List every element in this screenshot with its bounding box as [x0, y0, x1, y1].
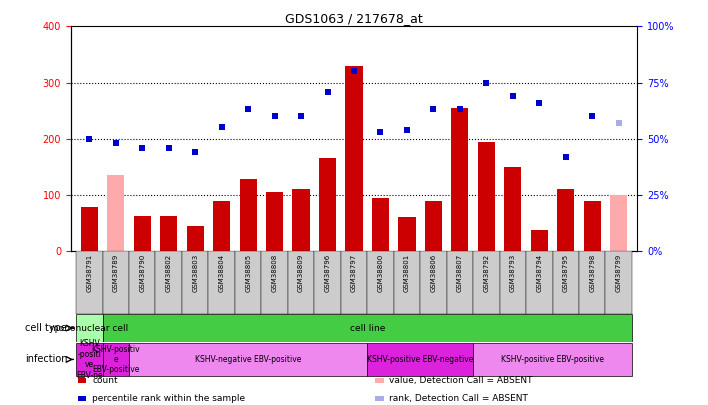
Text: GSM38808: GSM38808 — [272, 254, 278, 292]
Text: GSM38800: GSM38800 — [377, 254, 384, 292]
FancyBboxPatch shape — [394, 251, 420, 314]
Text: GSM38799: GSM38799 — [616, 254, 622, 292]
Text: GSM38807: GSM38807 — [457, 254, 463, 292]
FancyBboxPatch shape — [103, 314, 632, 342]
Text: KSHV-positiv
e
EBV-positive: KSHV-positiv e EBV-positive — [91, 345, 140, 374]
Text: GSM38803: GSM38803 — [192, 254, 198, 292]
FancyBboxPatch shape — [473, 343, 632, 376]
FancyBboxPatch shape — [367, 251, 394, 314]
Bar — [160, 216, 177, 251]
FancyBboxPatch shape — [500, 251, 526, 314]
FancyBboxPatch shape — [76, 251, 103, 314]
Text: GSM38789: GSM38789 — [113, 254, 119, 292]
FancyBboxPatch shape — [103, 251, 129, 314]
FancyBboxPatch shape — [473, 251, 500, 314]
FancyBboxPatch shape — [341, 251, 367, 314]
Bar — [319, 158, 336, 251]
FancyBboxPatch shape — [103, 343, 129, 376]
Bar — [213, 200, 230, 251]
Bar — [372, 198, 389, 251]
Text: value, Detection Call = ABSENT: value, Detection Call = ABSENT — [389, 376, 533, 385]
FancyBboxPatch shape — [235, 251, 261, 314]
FancyBboxPatch shape — [526, 251, 552, 314]
Text: infection: infection — [25, 354, 67, 364]
FancyBboxPatch shape — [314, 251, 341, 314]
Text: GSM38792: GSM38792 — [484, 254, 489, 292]
Bar — [134, 216, 151, 251]
Bar — [81, 207, 98, 251]
Text: GSM38801: GSM38801 — [404, 254, 410, 292]
Text: GSM38791: GSM38791 — [86, 254, 92, 292]
Text: KSHV-positive EBV-negative: KSHV-positive EBV-negative — [367, 355, 474, 364]
FancyBboxPatch shape — [182, 251, 208, 314]
Text: GSM38790: GSM38790 — [139, 254, 145, 292]
Bar — [557, 189, 574, 251]
FancyBboxPatch shape — [76, 314, 103, 342]
Text: GSM38794: GSM38794 — [536, 254, 542, 292]
Bar — [451, 108, 469, 251]
Text: GSM38809: GSM38809 — [298, 254, 304, 292]
Bar — [266, 192, 283, 251]
FancyBboxPatch shape — [605, 251, 632, 314]
Text: GSM38802: GSM38802 — [166, 254, 172, 292]
FancyBboxPatch shape — [552, 251, 579, 314]
Text: GDS1063 / 217678_at: GDS1063 / 217678_at — [285, 12, 423, 25]
FancyBboxPatch shape — [156, 251, 182, 314]
Text: cell line: cell line — [350, 324, 385, 333]
Text: count: count — [92, 376, 118, 385]
Text: GSM38806: GSM38806 — [430, 254, 436, 292]
Bar — [187, 226, 204, 251]
Text: KSHV
-positi
ve
EBV-ne: KSHV -positi ve EBV-ne — [76, 339, 103, 379]
Bar — [610, 195, 627, 251]
Bar — [346, 66, 362, 251]
FancyBboxPatch shape — [579, 251, 605, 314]
Text: cell type: cell type — [25, 323, 67, 333]
Text: GSM38796: GSM38796 — [324, 254, 331, 292]
Bar — [425, 200, 442, 251]
Text: GSM38804: GSM38804 — [219, 254, 224, 292]
Text: KSHV-negative EBV-positive: KSHV-negative EBV-positive — [195, 355, 302, 364]
FancyBboxPatch shape — [129, 251, 156, 314]
FancyBboxPatch shape — [208, 251, 235, 314]
Text: KSHV-positive EBV-positive: KSHV-positive EBV-positive — [501, 355, 604, 364]
FancyBboxPatch shape — [129, 343, 367, 376]
Text: GSM38795: GSM38795 — [563, 254, 569, 292]
Bar — [292, 189, 309, 251]
Bar — [504, 167, 521, 251]
FancyBboxPatch shape — [367, 343, 473, 376]
Text: GSM38793: GSM38793 — [510, 254, 516, 292]
Text: percentile rank within the sample: percentile rank within the sample — [92, 394, 245, 403]
Bar — [399, 217, 416, 251]
Bar — [583, 200, 601, 251]
FancyBboxPatch shape — [76, 343, 103, 376]
FancyBboxPatch shape — [261, 251, 288, 314]
FancyBboxPatch shape — [420, 251, 447, 314]
FancyBboxPatch shape — [288, 251, 314, 314]
Bar — [478, 141, 495, 251]
Bar — [531, 230, 548, 251]
Text: GSM38805: GSM38805 — [245, 254, 251, 292]
FancyBboxPatch shape — [447, 251, 473, 314]
Text: mononuclear cell: mononuclear cell — [50, 324, 128, 333]
Text: GSM38798: GSM38798 — [589, 254, 595, 292]
Bar — [239, 179, 257, 251]
Bar — [107, 175, 125, 251]
Text: GSM38797: GSM38797 — [351, 254, 357, 292]
Text: rank, Detection Call = ABSENT: rank, Detection Call = ABSENT — [389, 394, 528, 403]
